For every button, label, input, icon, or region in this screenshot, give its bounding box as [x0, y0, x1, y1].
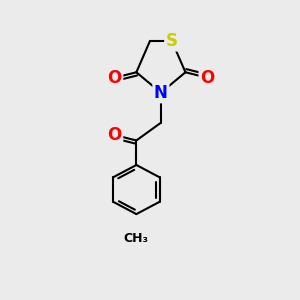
Text: N: N: [154, 84, 168, 102]
Text: O: O: [200, 69, 214, 87]
Text: S: S: [166, 32, 178, 50]
Text: O: O: [107, 126, 122, 144]
Text: CH₃: CH₃: [124, 232, 149, 245]
Text: O: O: [107, 69, 122, 87]
